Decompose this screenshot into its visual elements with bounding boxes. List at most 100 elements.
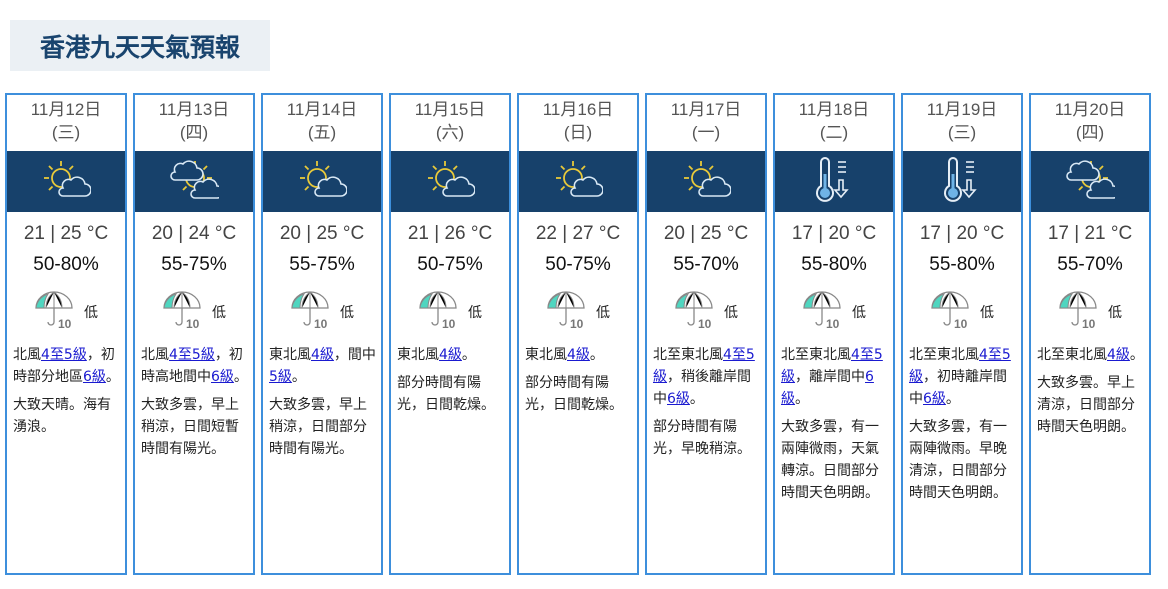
page-title: 香港九天天氣預報 xyxy=(39,32,240,62)
svg-text:10: 10 xyxy=(442,317,456,330)
sun-cloud-cloud-icon xyxy=(169,158,224,206)
wind-text-part: ，初時離岸間中 xyxy=(909,369,1007,407)
date-label: 11月17日 xyxy=(670,100,742,119)
rain-probability: 10 低 xyxy=(263,290,381,334)
wind-force-link[interactable]: 4至5級 xyxy=(781,347,883,385)
wind-force-link[interactable]: 4級 xyxy=(311,347,334,363)
wind-force-link[interactable]: 6級 xyxy=(781,369,874,407)
weekday-label: (五) xyxy=(307,123,337,142)
wind-force-link[interactable]: 4至5級 xyxy=(41,347,87,363)
umbrella-icon[interactable]: 10 xyxy=(290,290,334,334)
weather-description: 部分時間有陽光，早晚稍涼。 xyxy=(653,419,751,457)
rain-probability-label: 低 xyxy=(340,305,354,321)
weather-icon-band xyxy=(775,151,893,212)
wind-text: 東北風4級。 xyxy=(519,344,637,366)
wind-force-link[interactable]: 4至5級 xyxy=(653,347,755,385)
rain-probability-label: 低 xyxy=(724,305,738,321)
humidity-range: 50-75% xyxy=(545,254,611,275)
wind-text-part: 北風 xyxy=(141,347,169,363)
wind-force-link[interactable]: 4至5級 xyxy=(909,347,1011,385)
rain-probability: 10 低 xyxy=(903,290,1021,334)
temperature-range: 17 | 20 °C xyxy=(791,223,877,244)
wind-text: 北風4至5級，初時部分地區6級。 xyxy=(7,344,125,388)
weather-description: 部分時間有陽光，日間乾燥。 xyxy=(397,375,495,413)
weather-icon-band xyxy=(135,151,253,212)
temperature-range: 22 | 27 °C xyxy=(535,223,621,244)
wind-force-link[interactable]: 6級 xyxy=(667,391,690,407)
wind-text: 北至東北風4至5級，離岸間中6級。 xyxy=(775,344,893,410)
umbrella-icon[interactable]: 10 xyxy=(1058,290,1102,334)
forecast-card: 11月18日 (二) 17 | 20 °C 55-80% 10 低 北至東北風4至5… xyxy=(773,93,895,575)
forecast-date: 11月20日 (四) xyxy=(1031,95,1149,151)
wind-force-link[interactable]: 4至5級 xyxy=(169,347,215,363)
weather-description: 大致多雲，早上稍涼，日間部分時間有陽光。 xyxy=(269,397,367,457)
umbrella-icon[interactable]: 10 xyxy=(418,290,462,334)
sun-cloud-icon xyxy=(553,158,604,206)
rain-probability-label: 低 xyxy=(468,305,482,321)
wind-text-part: ，間中 xyxy=(333,347,376,363)
date-label: 11月18日 xyxy=(798,100,870,119)
umbrella-icon[interactable]: 10 xyxy=(546,290,590,334)
wind-text-part: 北至東北風 xyxy=(653,347,723,363)
temperature-range: 17 | 20 °C xyxy=(919,223,1005,244)
rain-probability: 10 低 xyxy=(775,290,893,334)
weather-icon-band xyxy=(903,151,1021,212)
rain-probability: 10 低 xyxy=(1031,290,1149,334)
forecast-card: 11月17日 (一) 20 | 25 °C 55-70% 10 低 北至東北風4至5… xyxy=(645,93,767,575)
weekday-label: (二) xyxy=(819,123,849,142)
weather-icon-band xyxy=(7,151,125,212)
weather-description: 部分時間有陽光，日間乾燥。 xyxy=(525,375,623,413)
forecast-date: 11月12日 (三) xyxy=(7,95,125,151)
wind-force-link[interactable]: 6級 xyxy=(923,391,946,407)
forecast-card: 11月19日 (三) 17 | 20 °C 55-80% 10 低 北至東北風4至5… xyxy=(901,93,1023,575)
temperature-range: 20 | 25 °C xyxy=(279,223,365,244)
wind-text: 北至東北風4至5級，初時離岸間中6級。 xyxy=(903,344,1021,410)
umbrella-icon[interactable]: 10 xyxy=(162,290,206,334)
weather-icon-band xyxy=(1031,151,1149,212)
weather-description: 大致多雲。早上清涼，日間部分時間天色明朗。 xyxy=(1037,375,1135,435)
forecast-date: 11月13日 (四) xyxy=(135,95,253,151)
wind-text: 北風4至5級，初時高地間中6級。 xyxy=(135,344,253,388)
cool-thermometer-icon xyxy=(812,156,856,208)
temperature-range: 21 | 25 °C xyxy=(23,223,109,244)
umbrella-icon[interactable]: 10 xyxy=(802,290,846,334)
weather-icon-band xyxy=(519,151,637,212)
wind-force-link[interactable]: 4級 xyxy=(439,347,462,363)
wind-text-part: 。 xyxy=(291,369,306,385)
page-title-box: 香港九天天氣預報 xyxy=(10,20,270,71)
svg-text:10: 10 xyxy=(570,317,584,330)
umbrella-icon[interactable]: 10 xyxy=(930,290,974,334)
rain-probability-label: 低 xyxy=(84,305,98,321)
weather-icon-band xyxy=(647,151,765,212)
cool-thermometer-icon xyxy=(940,156,984,208)
umbrella-icon[interactable]: 10 xyxy=(34,290,78,334)
date-label: 11月20日 xyxy=(1054,100,1126,119)
forecast-date: 11月18日 (二) xyxy=(775,95,893,151)
wind-text-part: ，離岸間中 xyxy=(795,369,865,385)
rain-probability-label: 低 xyxy=(980,305,994,321)
forecast-date: 11月19日 (三) xyxy=(903,95,1021,151)
wind-force-link[interactable]: 6級 xyxy=(211,369,234,385)
forecast-date: 11月17日 (一) xyxy=(647,95,765,151)
weather-description: 大致多雲，有一兩陣微雨。早晚清涼，日間部分時間天色明朗。 xyxy=(909,419,1007,501)
humidity-range: 55-70% xyxy=(673,254,739,275)
date-label: 11月16日 xyxy=(542,100,614,119)
forecast-card: 11月20日 (四) 17 | 21 °C 55-70% 10 低 北至東北風4級。… xyxy=(1029,93,1151,575)
rain-probability-label: 低 xyxy=(212,305,226,321)
wind-text: 東北風4級，間中 5級。 xyxy=(263,344,381,388)
temperature-range: 20 | 25 °C xyxy=(663,223,749,244)
wind-force-link[interactable]: 4級 xyxy=(1107,347,1130,363)
wind-force-link[interactable]: 4級 xyxy=(567,347,590,363)
wind-text-part: 北風 xyxy=(13,347,41,363)
wind-force-link[interactable]: 6級 xyxy=(83,369,106,385)
rain-probability: 10 低 xyxy=(391,290,509,334)
wind-text-part: 東北風 xyxy=(269,347,311,363)
weekday-label: (四) xyxy=(1075,123,1105,142)
temperature-range: 20 | 24 °C xyxy=(151,223,237,244)
wind-text: 北至東北風4至5級，稍後離岸間中6級。 xyxy=(647,344,765,410)
wind-force-link[interactable]: 5級 xyxy=(269,369,292,385)
wind-text-part: ，稍後離岸間中 xyxy=(653,369,751,407)
temperature-range: 21 | 26 °C xyxy=(407,223,493,244)
humidity-range: 55-75% xyxy=(289,254,355,275)
umbrella-icon[interactable]: 10 xyxy=(674,290,718,334)
